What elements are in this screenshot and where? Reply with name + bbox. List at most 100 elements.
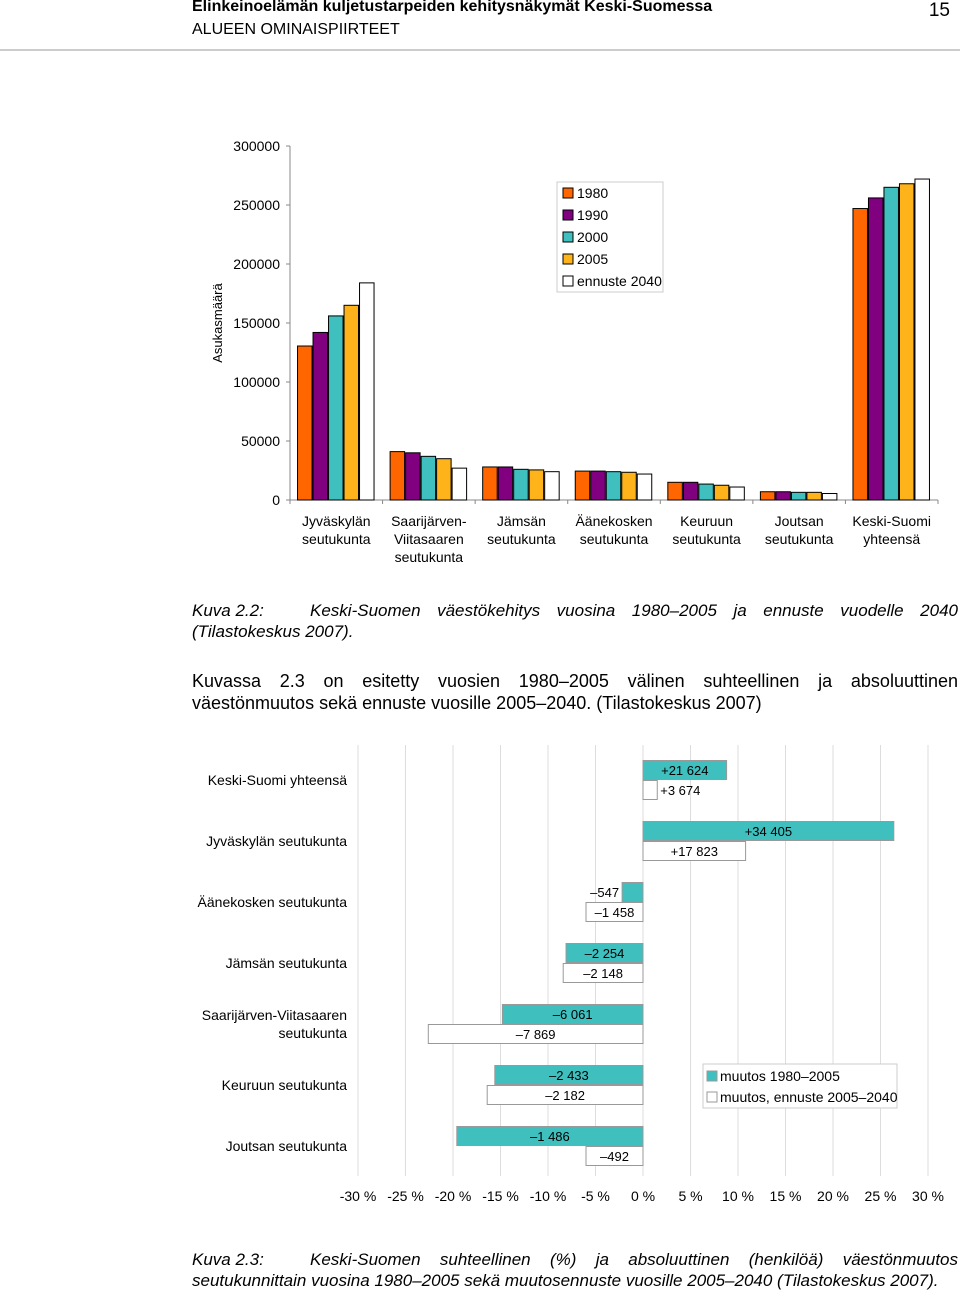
bar [898,183,915,501]
legend-label: muutos, ennuste 2005–2040 [720,1089,898,1105]
x-tick-label: 0 % [630,1188,656,1204]
x-tick-label: -5 % [581,1188,610,1204]
x-tick-label: 5 % [678,1188,703,1204]
value-label: +17 823 [670,843,718,859]
bar [528,469,545,501]
bar [790,491,807,501]
x-tick-label: 20 % [817,1188,849,1204]
bar [621,882,644,902]
x-tick-label: 15 % [769,1188,802,1204]
bar [636,473,653,501]
x-tick-label: 30 % [912,1188,944,1204]
bar [852,208,868,501]
bar [605,471,622,501]
value-label: +3 674 [660,782,701,798]
bar [621,471,637,501]
x-tick-label: -30 % [339,1188,377,1204]
bar [420,455,437,501]
legend-label: 2000 [577,229,609,245]
bar [456,1126,644,1146]
legend-swatch [562,253,574,265]
legend-swatch [706,1091,718,1103]
bar [682,481,699,501]
y-tick-label: 150000 [233,315,280,331]
bar [585,902,644,922]
bar [494,1065,644,1085]
x-tick-label: Keuruun seutukunta [672,513,741,547]
bar [513,468,529,501]
legend-swatch [562,275,574,287]
header-title: Elinkeinoelämän kuljetustarpeiden kehity… [192,0,713,15]
y-tick-label: 100000 [233,374,280,390]
x-tick-label: Keski-Suomi yhteensä [852,513,931,547]
bar [698,483,714,501]
legend-label: muutos 1980–2005 [720,1068,840,1084]
legend-box [702,1063,898,1109]
page-number: 15 [928,0,950,21]
bar [451,467,468,501]
x-tick-label: -20 % [434,1188,472,1204]
bar [497,466,514,501]
bar [883,186,899,501]
x-tick-label: Joutsan seutukunta [764,513,834,547]
bar [642,841,747,861]
y-tick-label: Saarijärven-Viitasaaren seutukunta [201,1006,347,1041]
x-tick-label: Äänekosken seutukunta [575,513,653,547]
bar [590,470,606,501]
bar [501,1004,644,1024]
bar [867,197,884,501]
y-tick-label: 200000 [233,256,280,272]
legend-label: ennuste 2040 [577,273,662,289]
bar [914,178,930,501]
value-label: +34 405 [744,823,793,839]
bar [729,486,745,501]
bar [297,345,313,501]
x-tick-label: Jämsän seutukunta [487,513,556,547]
bar [328,315,344,501]
x-tick-label: 25 % [864,1188,897,1204]
bar [574,470,591,501]
y-tick-label: Keuruun seutukunta [221,1076,347,1093]
legend-label: 1990 [577,207,609,223]
bar [312,331,329,501]
value-label: –547 [590,884,620,900]
legend-label: 1980 [577,185,609,201]
x-tick-label: Jyväskylän seutukunta [302,513,371,547]
value-label: –2 254 [584,945,625,961]
header-section: ALUEEN OMINAISPIIRTEET [192,21,400,38]
value-label: +21 624 [661,762,709,778]
y-tick-label: Äänekosken seutukunta [197,893,347,910]
legend-swatch [706,1070,718,1082]
bar [482,466,498,501]
value-label: –1 458 [594,904,635,920]
bar [544,471,560,501]
bar [667,481,683,501]
bar [389,451,406,501]
bar [405,452,421,501]
y-tick-label: Jämsän seutukunta [225,954,347,971]
y-tick-label: 50000 [241,433,280,449]
legend-swatch [562,209,574,221]
caption-label: Kuva 2.3: [192,1250,264,1269]
bar [436,458,452,501]
x-tick-label: -15 % [482,1188,519,1204]
bar [565,943,644,963]
bar [642,821,895,841]
bar [642,780,658,800]
legend-swatch [562,187,574,199]
y-tick-label: 300000 [233,138,280,154]
paragraph: Kuvassa 2.3 on esitetty vuosien 1980–200… [192,671,958,713]
bar [585,1146,644,1166]
bar [713,484,730,501]
bar [775,491,791,501]
y-axis-label: Asukasmäärä [210,283,225,363]
bar [759,491,776,501]
bar [562,963,644,983]
caption: Kuva 2.3: Keski-Suomen suhteellinen (%) j… [192,1249,958,1291]
legend-swatch [562,231,574,243]
y-tick-label: Jyväskylän seutukunta [206,832,347,849]
legend-label: 2005 [577,251,609,267]
bar [343,304,360,501]
